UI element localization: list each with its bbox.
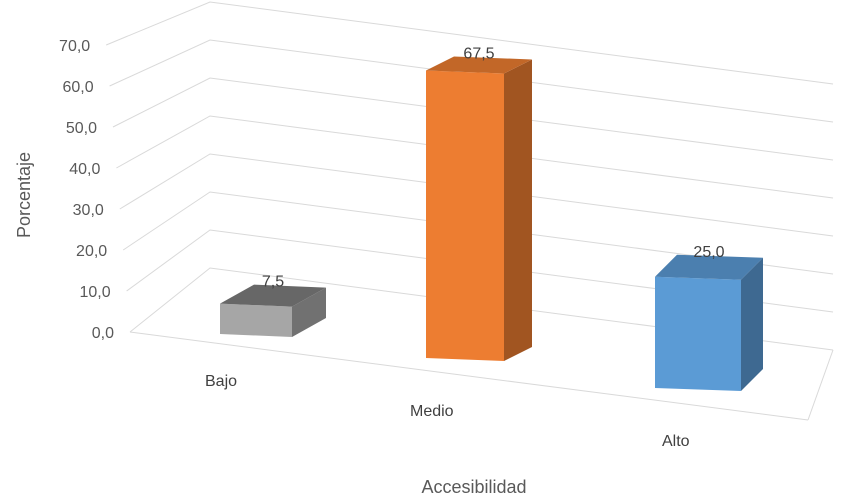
y-tick-label: 0,0 [92, 325, 114, 342]
data-label: 67,5 [463, 45, 494, 62]
bar-alto [655, 254, 763, 391]
gridline [129, 267, 834, 351]
gridline [122, 191, 834, 275]
bar-front-face [655, 276, 741, 391]
gridline [106, 1, 834, 85]
y-tick-label: 30,0 [73, 202, 104, 219]
bar-top-face [220, 284, 326, 307]
data-label: 25,0 [693, 244, 724, 261]
y-tick-label: 70,0 [59, 38, 90, 55]
gridline [112, 77, 834, 161]
y-tick-labels: 0,0 10,0 20,0 30,0 40,0 50,0 60,0 70,0 [59, 38, 114, 342]
gridline [116, 115, 834, 199]
x-axis-title: Accesibilidad [421, 477, 526, 497]
y-axis-title: Porcentaje [14, 152, 34, 238]
y-tick-label: 40,0 [69, 161, 100, 178]
x-category-label: Medio [410, 403, 454, 420]
y-tick-label: 50,0 [66, 120, 97, 137]
y-tick-label: 60,0 [62, 79, 93, 96]
bar-bajo [220, 284, 326, 337]
gridline [119, 153, 834, 237]
floor-side-edge [807, 349, 834, 421]
bar-top-face [655, 254, 763, 280]
x-category-label: Alto [662, 433, 690, 450]
data-labels: 7,5 67,5 25,0 [262, 45, 725, 290]
bar-top-face [426, 56, 532, 74]
y-tick-label: 10,0 [79, 284, 110, 301]
gridlines [106, 1, 834, 421]
bar-medio [426, 56, 532, 361]
data-label: 7,5 [262, 274, 284, 291]
bars [220, 56, 763, 391]
bar-side-face [504, 59, 532, 361]
bar-front-face [426, 70, 504, 361]
bar-side-face [292, 287, 326, 337]
x-category-label: Bajo [205, 373, 237, 390]
floor-front-edge [129, 331, 809, 421]
gridline [126, 229, 834, 313]
gridline [109, 39, 834, 123]
y-tick-label: 20,0 [76, 243, 107, 260]
bar-side-face [741, 257, 763, 391]
x-category-labels: Bajo Medio Alto [205, 373, 690, 450]
bar-front-face [220, 303, 292, 337]
